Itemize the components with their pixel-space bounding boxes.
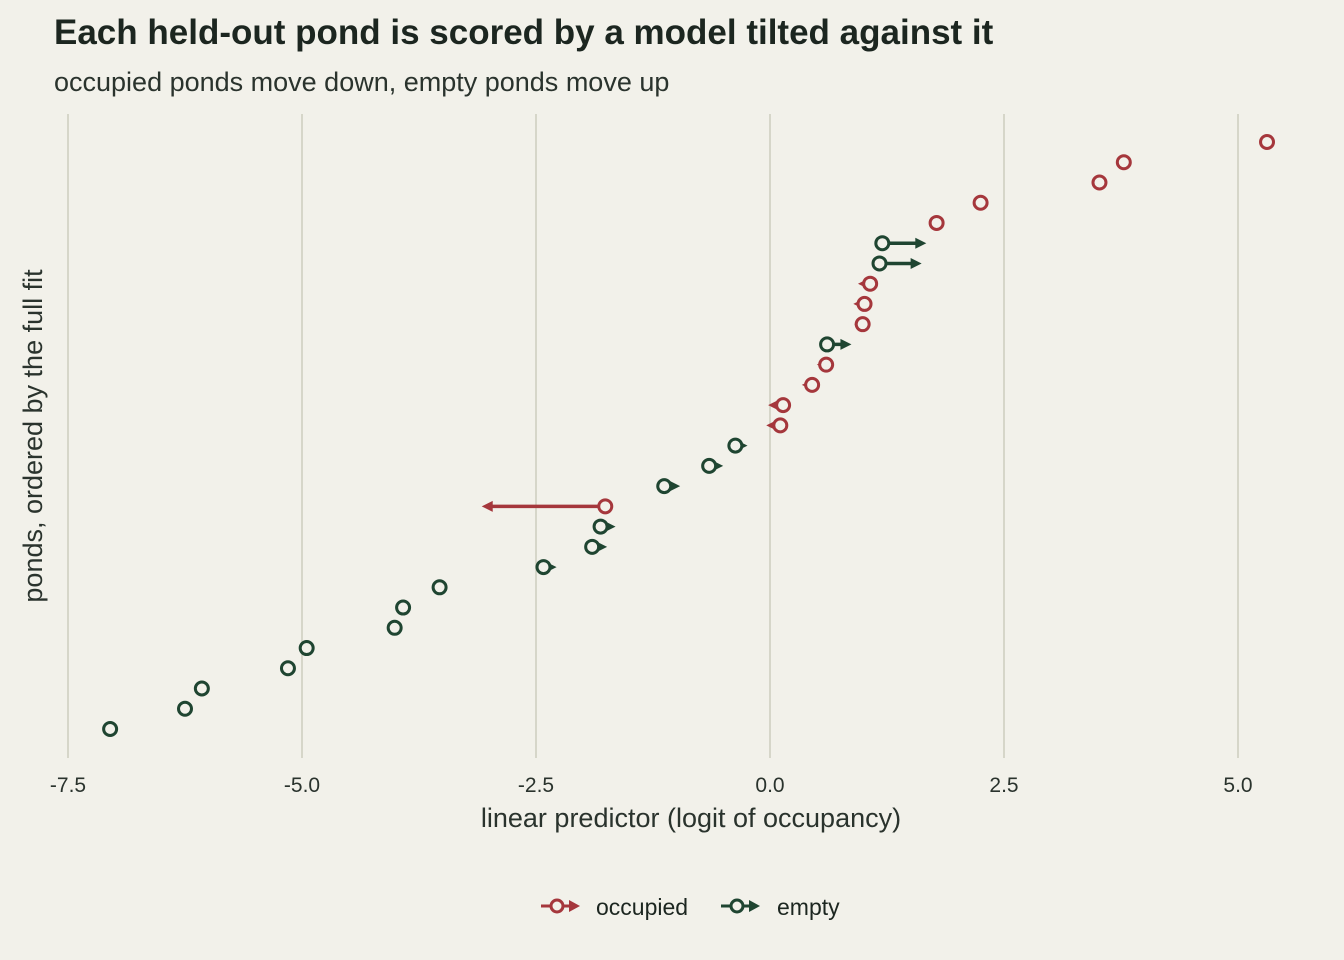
full-fit-point (819, 336, 836, 353)
pond-mark-empty (395, 599, 412, 616)
chart-title: Each held-out pond is scored by a model … (54, 13, 994, 52)
full-fit-point (584, 538, 601, 555)
legend-label-empty: empty (777, 894, 840, 920)
pond-mark-occupied (766, 417, 789, 434)
shift-arrowhead (915, 237, 927, 249)
full-fit-point (972, 194, 989, 211)
full-fit-point (856, 295, 873, 312)
full-fit-point (298, 640, 315, 657)
pond-mark-empty (819, 336, 852, 353)
full-fit-point (928, 214, 945, 231)
y-axis-title: ponds, ordered by the full fit (18, 269, 48, 603)
pond-mark-empty (584, 538, 608, 555)
full-fit-point (431, 579, 448, 596)
full-fit-point (775, 397, 792, 414)
full-fit-point (1259, 134, 1276, 150)
pond-mark-occupied (768, 397, 792, 414)
full-fit-point (1115, 154, 1132, 171)
full-fit-point (386, 619, 403, 636)
legend-key-empty (721, 898, 760, 914)
full-fit-point (592, 518, 609, 535)
x-tick-label: -7.5 (50, 774, 86, 797)
pond-mark-occupied (816, 356, 835, 373)
pond-mark-empty (727, 437, 748, 454)
shift-arrowhead (481, 500, 493, 512)
pond-mark-occupied (972, 194, 989, 211)
pond-mark-empty (386, 619, 403, 636)
full-fit-point (102, 721, 119, 737)
full-fit-point (279, 660, 296, 677)
pond-mark-occupied (801, 376, 821, 393)
x-tick-label: 0.0 (755, 774, 784, 797)
pond-mark-empty (656, 478, 681, 495)
legend-key-occupied (541, 898, 580, 914)
full-fit-point (177, 700, 193, 717)
full-fit-point (874, 235, 891, 252)
pond-mark-occupied (1259, 134, 1276, 150)
shift-arrowhead (910, 257, 922, 269)
shift-arrowhead (840, 338, 852, 350)
pond-mark-occupied (928, 214, 945, 231)
full-fit-point (193, 680, 210, 697)
pond-mark-occupied (857, 275, 879, 292)
gridlines (67, 114, 1239, 758)
x-tick-label: 5.0 (1223, 774, 1252, 797)
x-tick-label: -2.5 (518, 774, 554, 797)
full-fit-point (597, 498, 614, 515)
full-fit-point (656, 478, 673, 495)
full-fit-point (871, 255, 888, 272)
x-tick-labels: -7.5 -5.0 -2.5 0.0 2.5 5.0 (50, 774, 1253, 797)
pond-mark-occupied (1115, 154, 1132, 171)
pond-mark-empty (871, 255, 922, 272)
x-tick-label: 2.5 (989, 774, 1018, 797)
pond-mark-empty (177, 700, 193, 717)
pond-mark-empty (193, 680, 210, 697)
x-tick-label: -5.0 (284, 774, 320, 797)
pond-mark-occupied (1091, 174, 1108, 191)
full-fit-point (395, 599, 412, 616)
full-fit-point (854, 316, 871, 333)
chart-subtitle: occupied ponds move down, empty ponds mo… (54, 67, 669, 97)
full-fit-point (772, 417, 789, 434)
pond-mark-empty (701, 457, 724, 474)
full-fit-point (1091, 174, 1108, 191)
full-fit-point (701, 457, 718, 474)
pond-mark-empty (279, 660, 296, 677)
x-axis-title: linear predictor (logit of occupancy) (481, 803, 901, 833)
pond-mark-empty (102, 721, 119, 737)
pond-mark-occupied (853, 295, 873, 312)
full-fit-point (727, 437, 744, 454)
legend: occupied empty (541, 894, 840, 920)
pond-mark-empty (431, 579, 448, 596)
shift-arrowhead (669, 480, 681, 492)
full-fit-point (818, 356, 835, 373)
full-fit-point (535, 559, 552, 576)
pond-mark-occupied (854, 316, 871, 333)
pond-mark-occupied (481, 498, 614, 515)
legend-label-occupied: occupied (596, 894, 688, 920)
pond-mark-empty (592, 518, 616, 535)
pond-mark-empty (874, 235, 927, 252)
pond-mark-empty (298, 640, 315, 657)
pond-mark-empty (535, 559, 557, 576)
pond-marks (102, 134, 1276, 737)
full-fit-point (862, 275, 879, 292)
full-fit-point (804, 376, 821, 393)
